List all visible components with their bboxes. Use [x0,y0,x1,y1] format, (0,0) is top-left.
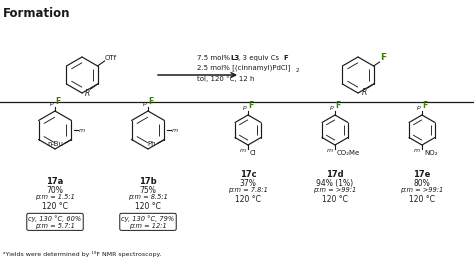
Text: 7.5 mol%: 7.5 mol% [197,55,232,61]
Text: p:m = >99:1: p:m = >99:1 [313,187,356,193]
Text: m: m [79,127,85,132]
Text: m: m [240,148,246,153]
Text: p: p [329,105,333,110]
Text: F: F [381,53,387,62]
Text: 2: 2 [296,68,300,73]
Text: OTf: OTf [105,55,117,61]
Text: 75%: 75% [139,186,156,195]
Text: p: p [416,105,420,110]
Text: F: F [335,101,340,110]
Text: 70%: 70% [46,186,64,195]
Text: n-Bu: n-Bu [47,140,64,147]
Text: NO₂: NO₂ [424,150,438,156]
Text: F: F [248,101,253,110]
Text: 17b: 17b [139,177,157,186]
Text: 17e: 17e [413,170,431,179]
Text: CO₂Me: CO₂Me [337,150,360,156]
Text: F: F [148,97,153,106]
Text: L3: L3 [230,55,239,61]
Text: p:m = 7.8:1: p:m = 7.8:1 [228,187,268,193]
Text: p:m = >99:1: p:m = >99:1 [401,187,444,193]
Text: 120 °C: 120 °C [42,202,68,211]
Text: tol, 120 °C, 12 h: tol, 120 °C, 12 h [197,75,255,82]
Text: 94% (1%): 94% (1%) [317,179,354,188]
Text: p:m = 8.5:1: p:m = 8.5:1 [128,194,168,200]
Text: m: m [172,127,178,132]
Text: Formation: Formation [3,7,71,20]
Text: cy, 130 °C, 79%
p:m = 12:1: cy, 130 °C, 79% p:m = 12:1 [121,215,174,229]
Text: , 3 equiv Cs: , 3 equiv Cs [238,55,279,61]
Text: R: R [361,88,366,97]
Text: 120 °C: 120 °C [235,195,261,204]
Text: Cl: Cl [250,150,257,156]
Text: m: m [327,148,333,153]
Text: 120 °C: 120 °C [322,195,348,204]
Text: 120 °C: 120 °C [409,195,435,204]
Text: F: F [283,55,288,61]
Text: p: p [242,105,246,110]
Text: 2.5 mol% [(cinnamyl)PdCl]: 2.5 mol% [(cinnamyl)PdCl] [197,64,291,71]
Text: 80%: 80% [414,179,430,188]
Text: 17c: 17c [240,170,256,179]
Text: p: p [49,101,53,106]
Text: ᵃYields were determined by ¹⁹F NMR spectroscopy.: ᵃYields were determined by ¹⁹F NMR spect… [3,251,161,257]
Text: 17d: 17d [326,170,344,179]
Text: p:m = 1.5:1: p:m = 1.5:1 [35,194,75,200]
Text: 120 °C: 120 °C [135,202,161,211]
Text: F: F [422,101,427,110]
Text: Ph: Ph [148,140,156,147]
Text: 17a: 17a [46,177,64,186]
Text: F: F [55,97,60,106]
Text: m: m [414,148,420,153]
Text: p: p [142,101,146,106]
Text: 37%: 37% [239,179,256,188]
Text: cy, 130 °C, 60%
p:m = 5.7:1: cy, 130 °C, 60% p:m = 5.7:1 [28,215,82,229]
Text: R: R [84,89,90,98]
